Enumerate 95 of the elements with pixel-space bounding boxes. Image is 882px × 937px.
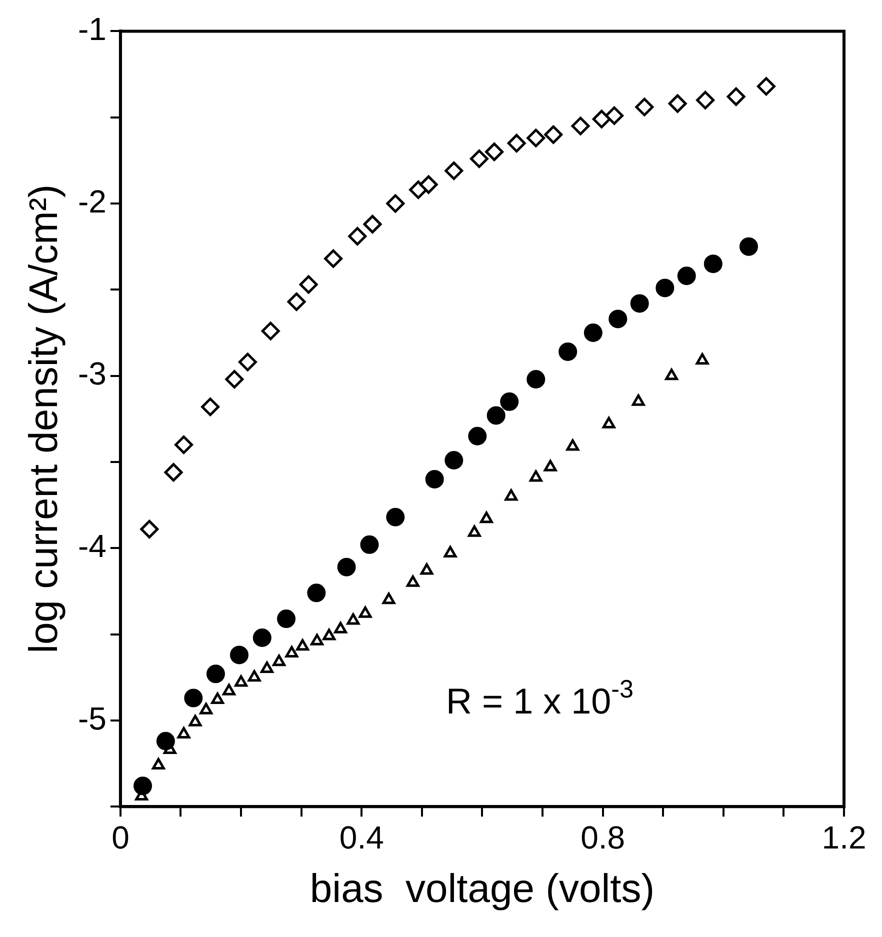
point xyxy=(386,508,405,526)
point xyxy=(164,463,183,482)
point xyxy=(558,342,578,361)
point xyxy=(420,563,434,575)
point xyxy=(526,128,546,148)
point xyxy=(406,575,420,587)
point xyxy=(174,435,194,454)
point xyxy=(201,398,220,416)
point xyxy=(285,646,298,658)
point xyxy=(480,512,493,524)
point xyxy=(584,323,602,342)
point xyxy=(238,352,257,372)
y-tick-label: -5 xyxy=(78,700,106,736)
point xyxy=(252,628,272,647)
point xyxy=(507,134,526,152)
x-axis-title: bias voltage (volts) xyxy=(310,867,655,912)
x-tick-label: 0 xyxy=(112,820,130,856)
point xyxy=(602,416,616,428)
y-axis-title: log current density (A/cm²) xyxy=(22,184,66,654)
point xyxy=(756,77,776,96)
point xyxy=(529,470,542,482)
point xyxy=(425,470,444,488)
x-tick-label: 0.8 xyxy=(580,820,626,856)
point xyxy=(544,460,557,472)
point xyxy=(260,662,274,673)
point xyxy=(225,370,244,389)
point xyxy=(272,654,286,666)
point xyxy=(500,392,519,411)
x-tick-label: 0.4 xyxy=(339,820,384,856)
point xyxy=(348,227,367,246)
point xyxy=(152,758,165,770)
point xyxy=(296,639,309,651)
point xyxy=(632,394,645,406)
point xyxy=(222,684,236,696)
point xyxy=(310,634,324,646)
point xyxy=(363,214,382,234)
point xyxy=(726,87,746,106)
point xyxy=(444,546,457,558)
point xyxy=(322,628,336,640)
point xyxy=(156,732,175,750)
point xyxy=(334,622,347,634)
point xyxy=(419,175,438,194)
x-tick-label: 1.2 xyxy=(822,820,866,856)
point xyxy=(571,116,590,136)
point xyxy=(526,370,546,389)
point xyxy=(444,162,464,180)
point xyxy=(177,726,190,738)
point xyxy=(200,702,213,714)
point xyxy=(299,275,318,294)
point xyxy=(677,266,696,286)
point xyxy=(635,98,654,116)
point xyxy=(324,249,343,268)
point xyxy=(486,406,506,425)
point xyxy=(307,584,326,602)
point xyxy=(566,439,580,451)
y-tick-label: -4 xyxy=(78,528,106,564)
point xyxy=(188,714,202,726)
point xyxy=(656,278,674,298)
point xyxy=(287,292,306,311)
point xyxy=(704,254,722,274)
point xyxy=(468,426,487,446)
point xyxy=(277,610,296,628)
point xyxy=(386,194,405,213)
point xyxy=(211,692,224,704)
point xyxy=(358,606,372,618)
point xyxy=(261,322,280,340)
point xyxy=(234,675,248,687)
point xyxy=(592,110,611,128)
point xyxy=(696,353,709,365)
point xyxy=(544,125,563,144)
point xyxy=(382,592,396,604)
point xyxy=(140,520,159,538)
point xyxy=(468,525,481,537)
point xyxy=(608,310,628,328)
point xyxy=(485,142,504,162)
point xyxy=(184,688,203,708)
point xyxy=(360,535,379,554)
point xyxy=(605,106,624,125)
point xyxy=(230,646,248,664)
point xyxy=(668,94,687,113)
point xyxy=(630,294,649,313)
point xyxy=(470,149,488,168)
point xyxy=(248,670,261,682)
point xyxy=(739,237,758,256)
y-tick-label: -1 xyxy=(78,11,106,48)
point xyxy=(346,613,360,625)
point xyxy=(134,776,152,796)
point xyxy=(444,451,464,470)
point xyxy=(696,90,715,110)
point xyxy=(504,489,518,501)
y-tick-label: -2 xyxy=(78,183,106,220)
y-tick-label: -3 xyxy=(78,356,106,392)
point xyxy=(665,368,678,380)
point xyxy=(206,664,225,684)
point xyxy=(337,558,356,576)
